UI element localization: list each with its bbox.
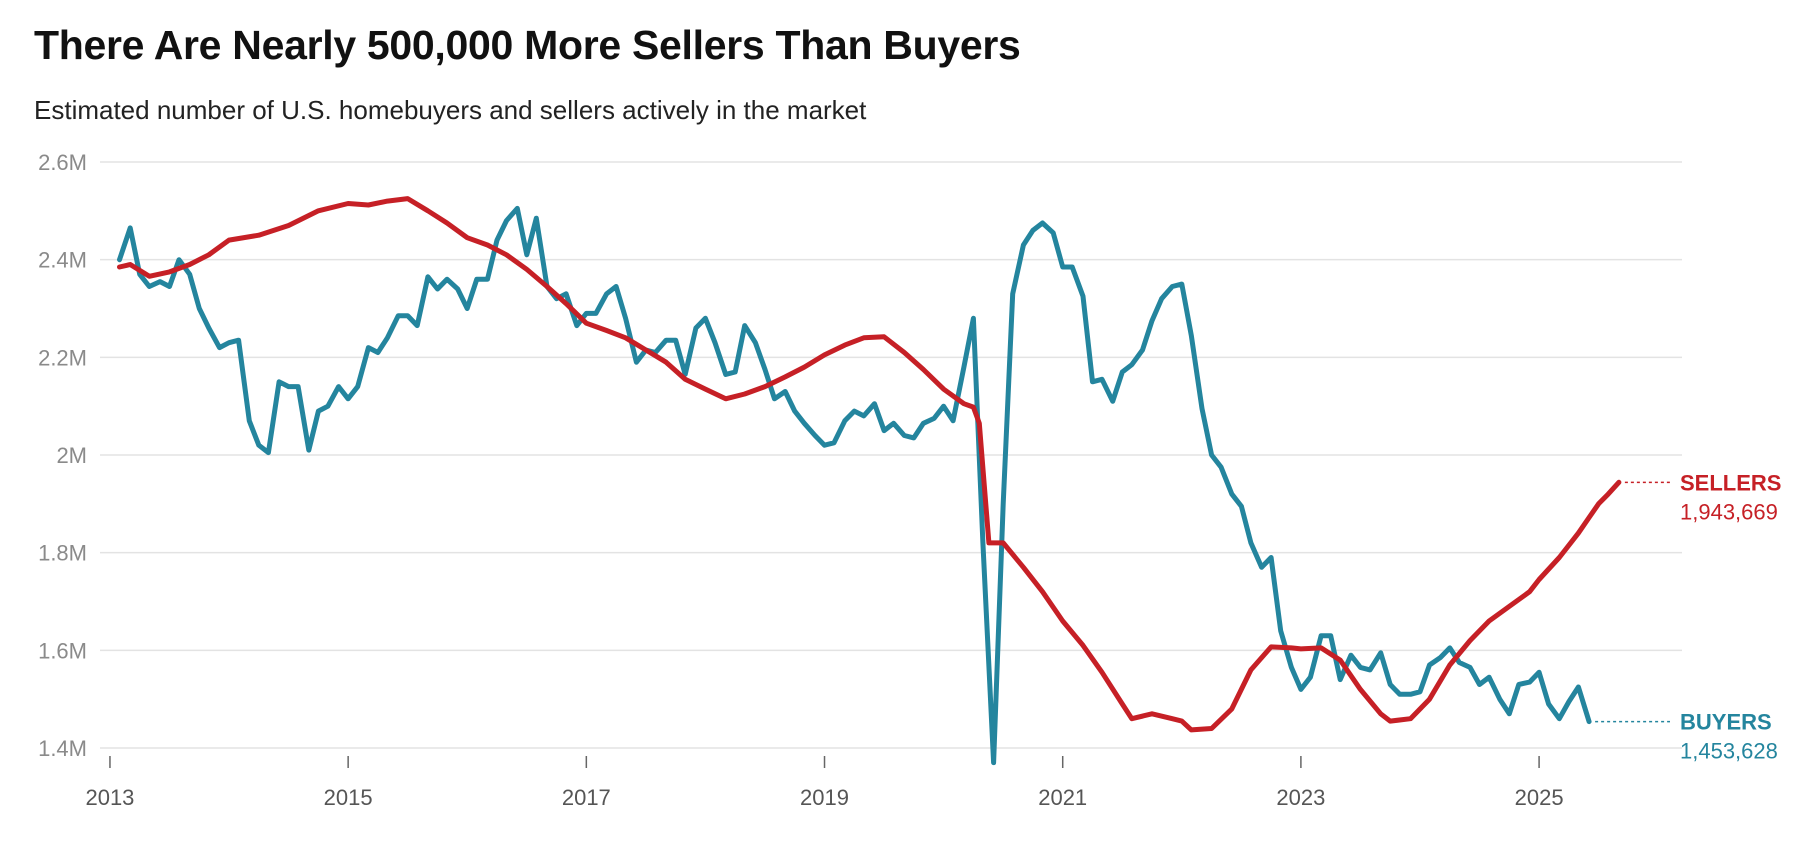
y-tick-label: 1.8M <box>38 541 87 566</box>
grid-lines <box>100 161 1682 749</box>
y-tick-label: 2.6M <box>38 150 87 175</box>
series-line-buyers <box>117 205 1592 766</box>
y-tick-label: 2M <box>56 443 87 468</box>
x-tick-label: 2021 <box>1038 785 1087 810</box>
series-lines <box>117 196 1622 766</box>
x-tick-label: 2015 <box>324 785 373 810</box>
sellers-end-value: 1,943,669 <box>1680 499 1778 524</box>
y-axis-ticks: 2.6M 2.4M 2.2M 2M 1.8M 1.6M 1.4M <box>38 150 87 761</box>
chart-title: There Are Nearly 500,000 More Sellers Th… <box>34 22 1021 68</box>
x-axis-ticks: 2013 2015 2017 2019 2021 2023 2025 <box>85 756 1564 810</box>
buyers-end-label: BUYERS <box>1680 710 1772 735</box>
x-tick-label: 2025 <box>1515 785 1564 810</box>
y-tick-label: 2.2M <box>38 345 87 370</box>
chart-subtitle: Estimated number of U.S. homebuyers and … <box>34 95 867 125</box>
sellers-end-label: SELLERS <box>1680 470 1781 495</box>
x-tick-label: 2017 <box>562 785 611 810</box>
x-tick-label: 2013 <box>85 785 134 810</box>
y-tick-label: 1.4M <box>38 736 87 761</box>
end-labels: SELLERS 1,943,669 BUYERS 1,453,628 <box>1595 470 1781 764</box>
y-tick-label: 2.4M <box>38 248 87 273</box>
x-tick-label: 2019 <box>800 785 849 810</box>
series-line-sellers <box>117 196 1622 733</box>
buyers-end-value: 1,453,628 <box>1680 739 1778 764</box>
x-tick-label: 2023 <box>1276 785 1325 810</box>
y-tick-label: 1.6M <box>38 638 87 663</box>
